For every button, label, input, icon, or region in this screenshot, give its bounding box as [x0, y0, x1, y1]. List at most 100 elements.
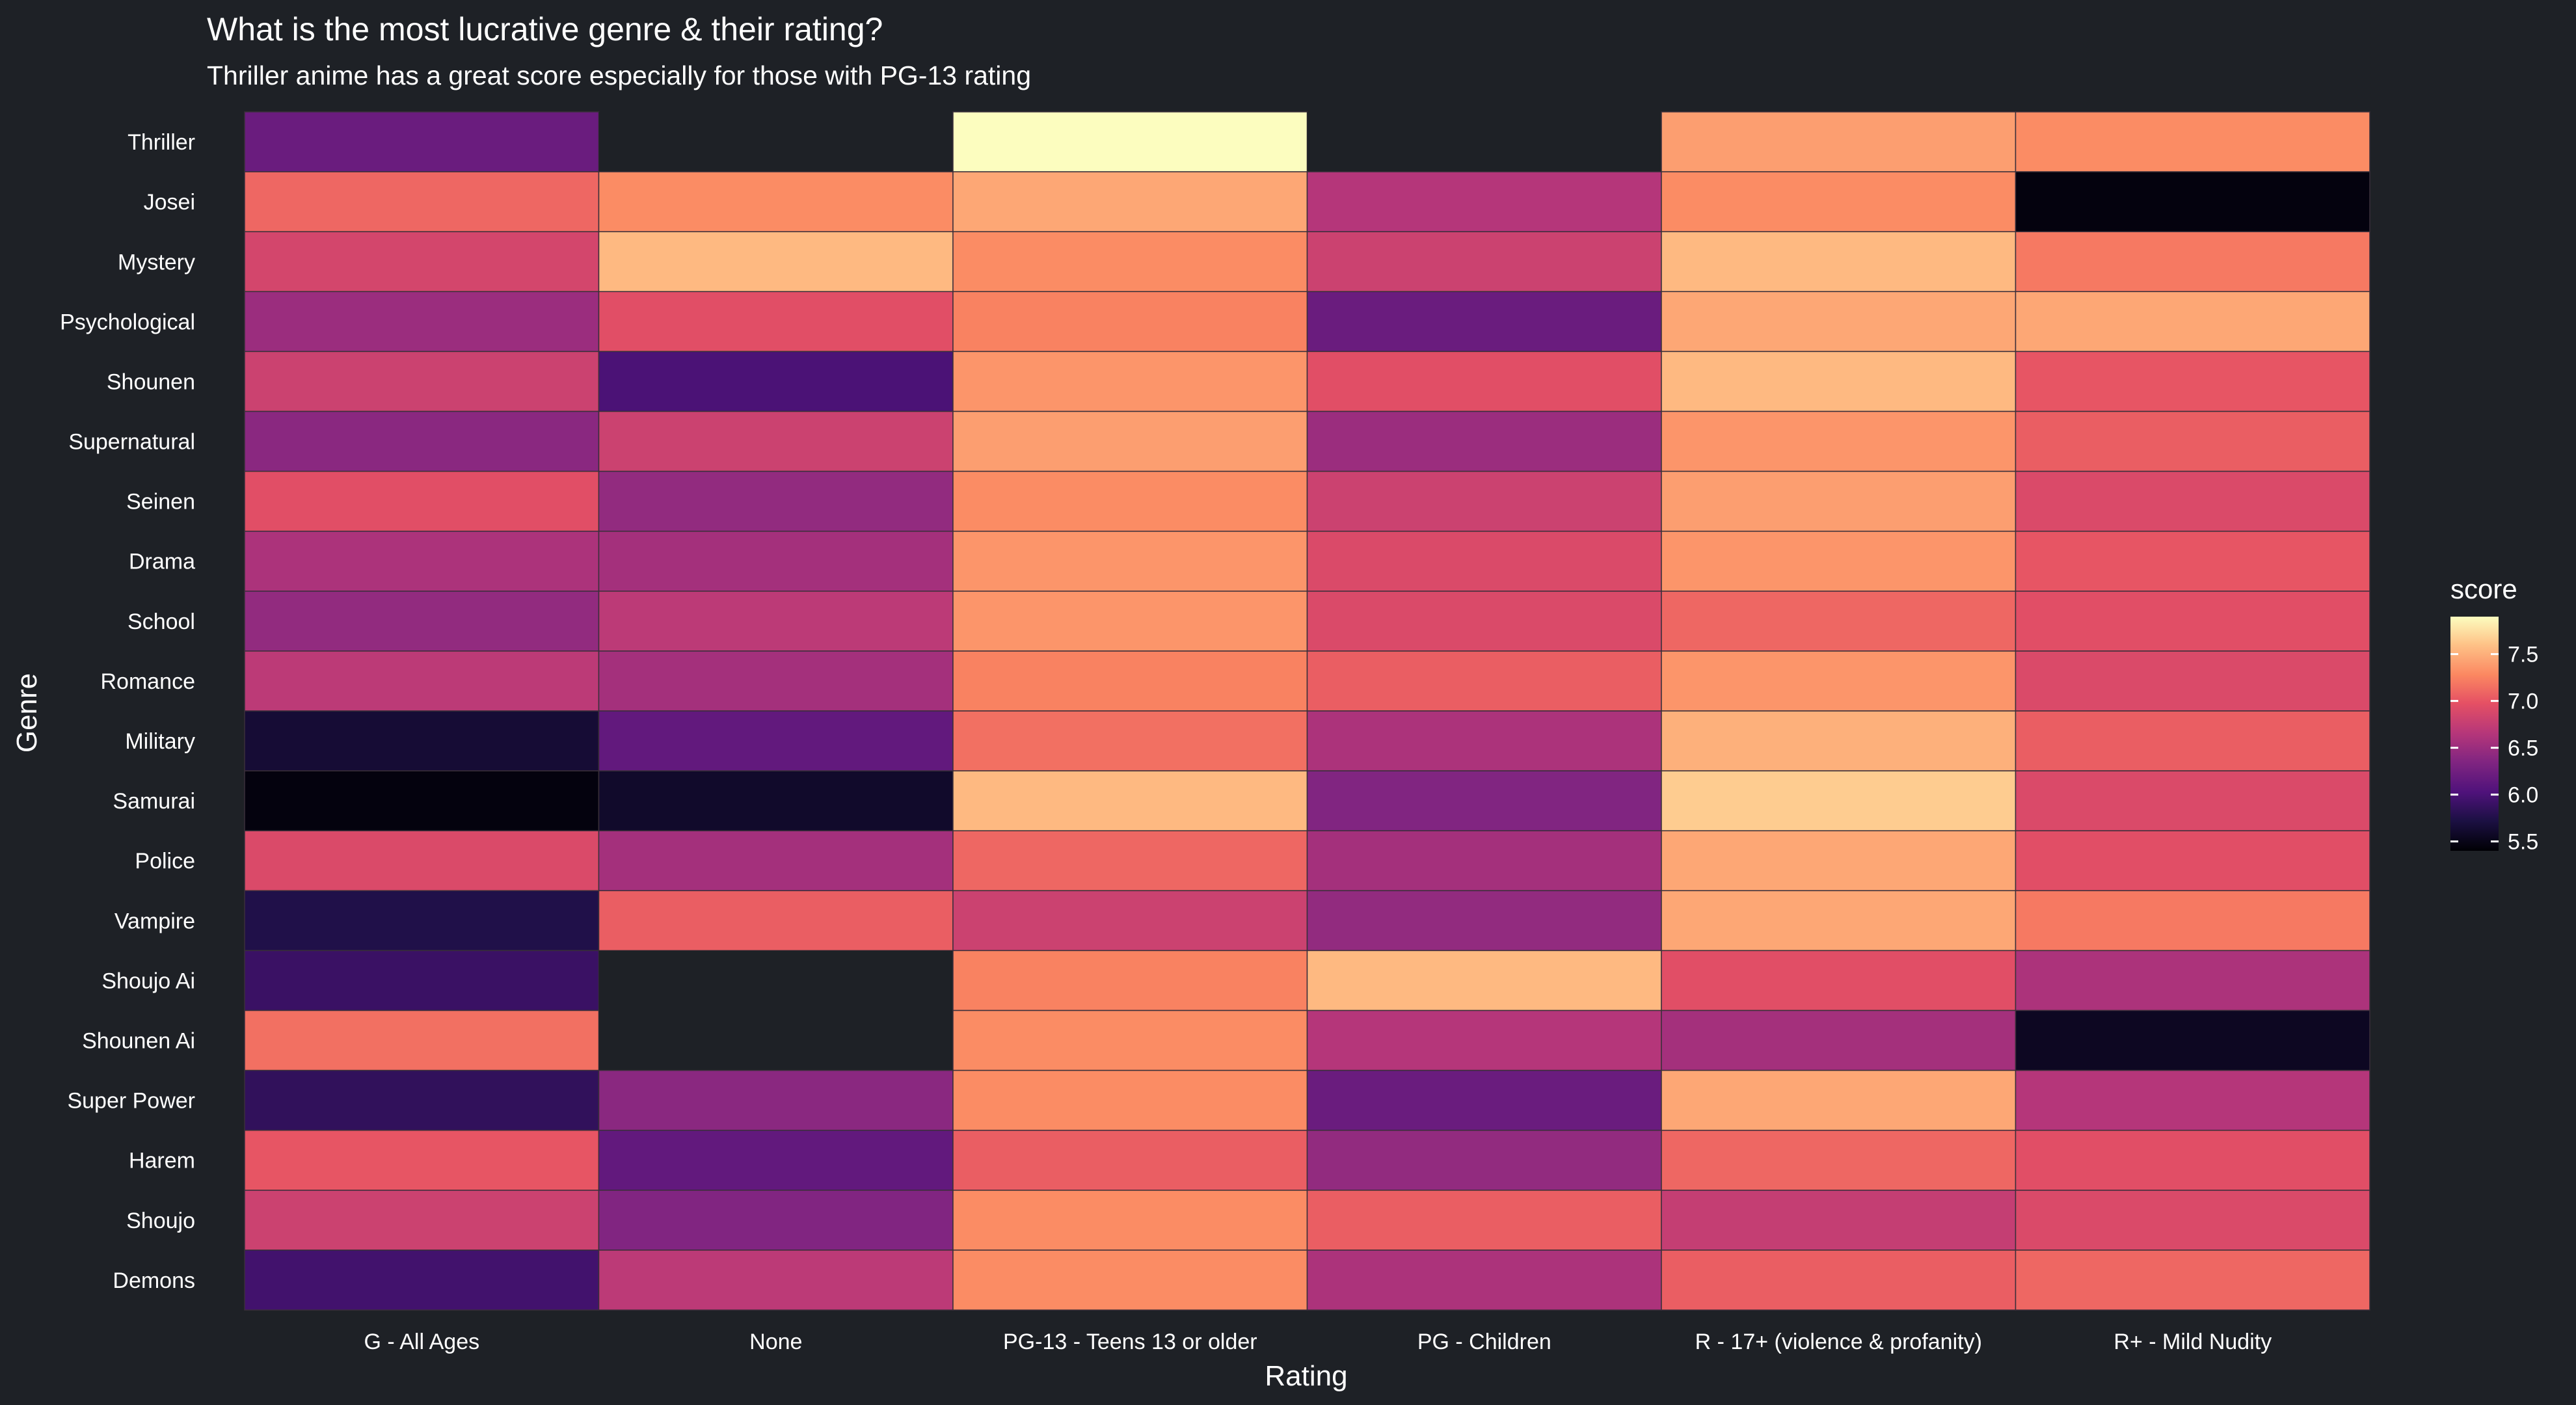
- legend-title: score: [2450, 574, 2517, 604]
- x-axis-tick-labels: G - All Ages None PG-13 - Teens 13 or olde…: [364, 1330, 2272, 1354]
- heatmap-cell: [244, 950, 600, 1011]
- y-tick-label: Josei: [144, 190, 195, 215]
- heatmap-cell: [598, 770, 954, 831]
- heatmap-cell: [2015, 291, 2370, 353]
- legend-tick-label: 6.0: [2508, 783, 2538, 808]
- heatmap-cell: [1661, 351, 2017, 412]
- y-tick-label: Demons: [113, 1268, 195, 1293]
- heatmap-cell: [1306, 710, 1662, 771]
- heatmap-cell: [598, 351, 954, 412]
- y-tick-label: Shoujo Ai: [101, 969, 195, 993]
- y-tick-label: Harem: [129, 1149, 195, 1173]
- y-tick-label: Romance: [100, 669, 195, 694]
- y-tick-label: Shounen: [107, 369, 195, 394]
- heatmap-cell: [598, 470, 954, 532]
- heatmap-cell: [1307, 112, 1661, 172]
- heatmap-cell: [2015, 890, 2370, 952]
- x-tick-label: PG-13 - Teens 13 or older: [1003, 1330, 1257, 1354]
- heatmap-cell: [2015, 830, 2370, 892]
- heatmap-cell: [244, 830, 600, 892]
- y-tick-label: Mystery: [118, 250, 195, 274]
- heatmap-cell: [598, 530, 954, 592]
- heatmap-cell: [1306, 470, 1662, 532]
- x-tick-label: R - 17+ (violence & profanity): [1695, 1330, 1982, 1354]
- heatmap-cell: [244, 1250, 600, 1311]
- heatmap-cell: [1661, 1010, 2017, 1071]
- heatmap-cell: [2015, 1190, 2370, 1251]
- heatmap-cell: [952, 530, 1308, 592]
- heatmap-cell: [598, 830, 954, 892]
- chart-subtitle: Thriller anime has a great score especia…: [207, 60, 1031, 90]
- x-tick-label: PG - Children: [1417, 1330, 1551, 1354]
- y-tick-label: Shoujo: [126, 1209, 195, 1233]
- heatmap-cell: [2015, 351, 2370, 412]
- y-axis-tick-labels: Thriller Josei Mystery Psychological Shounen…: [60, 130, 195, 1293]
- heatmap-cell: [1661, 1069, 2017, 1131]
- heatmap-cell: [598, 171, 954, 232]
- heatmap-cell: [244, 591, 600, 652]
- heatmap-cell: [1661, 890, 2017, 952]
- heatmap-cell: [952, 650, 1308, 712]
- heatmap-cell: [1306, 351, 1662, 412]
- heatmap-cell: [1306, 530, 1662, 592]
- heatmap-cell: [952, 351, 1308, 412]
- heatmap-cell: [244, 111, 600, 172]
- heatmap-cell: [598, 231, 954, 293]
- x-tick-label: R+ - Mild Nudity: [2113, 1330, 2272, 1354]
- legend-tick-label: 7.0: [2508, 689, 2538, 714]
- heatmap-cell: [2015, 591, 2370, 652]
- heatmap-cell: [244, 231, 600, 293]
- heatmap-cell: [244, 710, 600, 771]
- heatmap-cell: [2015, 1129, 2370, 1191]
- heatmap-cell: [2015, 1250, 2370, 1311]
- heatmap-cell: [952, 171, 1308, 232]
- heatmap-cell: [1661, 410, 2017, 472]
- heatmap-cell: [952, 1069, 1308, 1131]
- color-legend: score 7.5 7.0 6.5 6.0 5.5: [2450, 574, 2538, 855]
- heatmap-cell: [1661, 470, 2017, 532]
- legend-ticks: 7.5 7.0 6.5 6.0 5.5: [2450, 643, 2538, 855]
- legend-tick-label: 5.5: [2508, 830, 2538, 855]
- heatmap-cell: [2015, 950, 2370, 1011]
- heatmap-cell: [244, 1069, 600, 1131]
- heatmap-cell: [1306, 950, 1662, 1011]
- heatmap-cell: [1306, 1129, 1662, 1191]
- heatmap-cell: [244, 890, 600, 952]
- heatmap-cell: [1661, 710, 2017, 771]
- heatmap-cell: [952, 291, 1308, 353]
- heatmap-cell: [1661, 530, 2017, 592]
- heatmap-cell: [598, 710, 954, 771]
- heatmap-cell: [1661, 111, 2017, 172]
- heatmap-cell: [598, 1010, 953, 1071]
- heatmap-cell: [1306, 1069, 1662, 1131]
- x-axis-title: Rating: [1265, 1360, 1347, 1392]
- y-tick-label: Military: [125, 729, 195, 754]
- heatmap-cell: [1306, 650, 1662, 712]
- heatmap-cell: [1306, 1250, 1662, 1311]
- heatmap-cell: [244, 410, 600, 472]
- heatmap-cell: [1661, 231, 2017, 293]
- x-tick-label: None: [749, 1330, 802, 1354]
- heatmap-cell: [952, 890, 1308, 952]
- y-tick-label: Psychological: [60, 310, 195, 334]
- heatmap-cell: [598, 410, 954, 472]
- heatmap-cell: [952, 1010, 1308, 1071]
- heatmap-cell: [1306, 1010, 1662, 1071]
- heatmap-cell: [2015, 470, 2370, 532]
- heatmap-cell: [1306, 171, 1662, 232]
- legend-colorbar: [2450, 617, 2499, 851]
- heatmap-cell: [2015, 710, 2370, 771]
- heatmap-cell: [244, 291, 600, 353]
- heatmap-cell: [1306, 410, 1662, 472]
- heatmap-cell: [1661, 1190, 2017, 1251]
- heatmap-cell: [1661, 770, 2017, 831]
- heatmap-cell: [1661, 950, 2017, 1011]
- heatmap-cell: [952, 1190, 1308, 1251]
- heatmap-cell: [2015, 770, 2370, 831]
- heatmap-cell: [952, 231, 1308, 293]
- heatmap-cell: [1661, 171, 2017, 232]
- heatmap-cell: [1306, 291, 1662, 353]
- heatmap-cell: [244, 171, 600, 232]
- heatmap-cell: [952, 591, 1308, 652]
- heatmap-cell: [598, 1069, 954, 1131]
